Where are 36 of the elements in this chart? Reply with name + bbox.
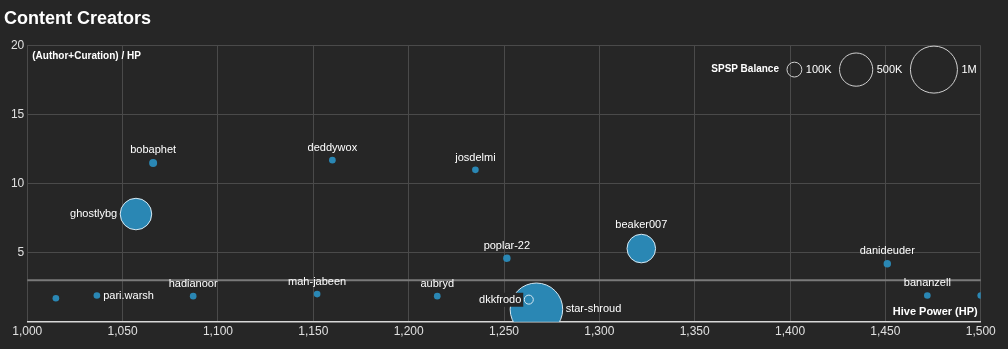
annotation: mah-jabeen — [288, 274, 347, 287]
x-tick-label: 1,150 — [298, 324, 329, 339]
x-tick-label: 1,500 — [965, 324, 997, 339]
annotation: josdelmi — [454, 150, 496, 163]
annotation: aubryd — [420, 276, 455, 289]
x-tick-label: 1,450 — [870, 324, 901, 339]
x-axis-title: Hive Power (HP) — [892, 305, 979, 318]
y-axis-title: (Author+Curation) / HP — [32, 50, 142, 62]
legend-label: 500K — [876, 62, 904, 75]
x-tick-label: 1,250 — [488, 324, 520, 339]
legend-title: SPSP Balance — [711, 63, 780, 75]
x-tick-label: 1,300 — [584, 324, 615, 339]
annotation: ghostlybg — [70, 207, 118, 220]
x-tick-label: 1,000 — [12, 324, 43, 339]
annotation: dkkfrodo — [479, 292, 522, 305]
x-tick-label: 1,050 — [107, 324, 138, 339]
annotation: bananzell — [903, 276, 951, 289]
y-tick-label: 15 — [10, 106, 25, 121]
x-tick-label: 1,200 — [393, 324, 424, 339]
legend-label: 100K — [805, 62, 833, 75]
annotation: pari.warsh — [103, 288, 154, 301]
annotation: bobaphet — [130, 142, 177, 155]
y-tick-label: 5 — [17, 245, 25, 260]
y-tick-label: 10 — [10, 175, 25, 190]
y-tick-label: 20 — [10, 37, 25, 52]
annotation: beaker007 — [615, 218, 668, 231]
annotation: star-shroud — [565, 302, 622, 315]
x-tick-label: 1,100 — [202, 324, 234, 339]
annotation: hadianoor — [168, 276, 218, 289]
chart-title: Content Creators — [4, 7, 152, 28]
x-tick-label: 1,400 — [775, 324, 806, 339]
annotation: deddywox — [307, 140, 358, 153]
x-tick-label: 1,350 — [679, 324, 711, 339]
legend-label: 1M — [961, 62, 977, 75]
annotation: danideuder — [859, 244, 916, 257]
annotation: poplar-22 — [483, 238, 531, 251]
